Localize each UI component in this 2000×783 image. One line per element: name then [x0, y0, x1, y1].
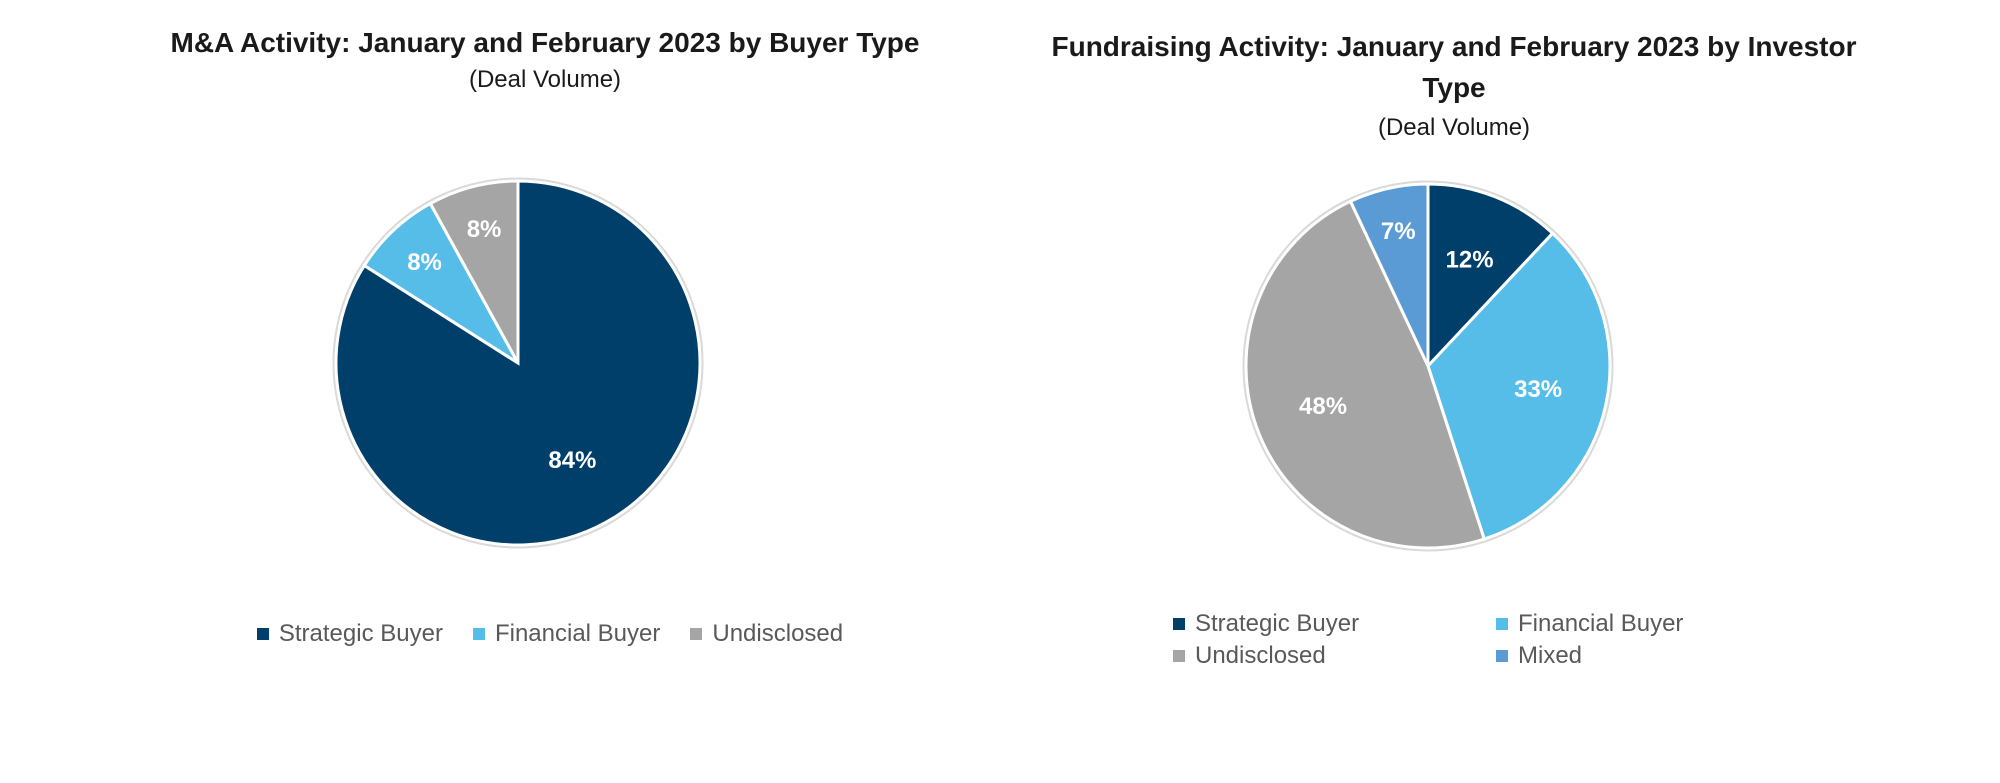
- legend-label: Mixed: [1518, 642, 1583, 669]
- data-label: 48%: [1299, 393, 1347, 420]
- chart: Fundraising Activity: January and Februa…: [954, 0, 1954, 783]
- data-label: 7%: [1381, 218, 1416, 245]
- chart-title: M&A Activity: January and February 2023 …: [170, 27, 920, 58]
- pie-outline: [1242, 180, 1614, 552]
- chart-subtitle: (Deal Volume): [1377, 114, 1531, 141]
- pie: 84% 8% 8%: [332, 177, 704, 549]
- legend-marker: [1496, 618, 1508, 630]
- pie-slice: [1426, 182, 1555, 370]
- pie-slice: [362, 201, 520, 365]
- pie-slice: [1244, 199, 1487, 550]
- legend-label: Undisclosed: [712, 620, 844, 647]
- legend-label: Undisclosed: [1195, 642, 1326, 669]
- legend-label: Financial Buyer: [1518, 610, 1684, 637]
- legend-item: Undisclosed: [1173, 642, 1496, 670]
- chart-subtitle: (Deal Volume): [468, 66, 622, 93]
- pie-slice: [1348, 182, 1430, 367]
- legend-marker: [1173, 618, 1185, 630]
- legend-marker: [690, 628, 703, 640]
- pie: 12% 33% 48% 7%: [1242, 180, 1614, 552]
- legend-label: Financial Buyer: [494, 620, 661, 647]
- legend-label: Strategic Buyer: [1195, 610, 1360, 637]
- legend-item: Financial Buyer: [1496, 610, 1819, 638]
- data-label: 33%: [1514, 376, 1562, 403]
- legend-item: Undisclosed: [690, 620, 843, 648]
- data-label: 8%: [407, 249, 442, 276]
- legend-marker: [256, 628, 269, 640]
- legend: Strategic Buyer Financial Buyer Undisclose…: [45, 620, 1045, 648]
- pie-slice: [1426, 231, 1612, 541]
- legend: Strategic Buyer Financial Buyer Undisclose…: [1173, 610, 1819, 670]
- legend-item: Strategic Buyer: [256, 620, 443, 648]
- chart: M&A Activity: January and February 2023 …: [45, 0, 1045, 783]
- legend-item: Mixed: [1496, 642, 1819, 670]
- data-label: 8%: [467, 216, 502, 243]
- legend-marker: [472, 628, 485, 640]
- pie-slice: [428, 179, 520, 364]
- legend-marker: [1496, 650, 1508, 662]
- legend-label: Strategic Buyer: [278, 620, 443, 647]
- legend-item: Financial Buyer: [472, 620, 661, 648]
- legend-item: Strategic Buyer: [1173, 610, 1496, 638]
- data-label: 12%: [1446, 246, 1494, 273]
- legend-marker: [1173, 650, 1185, 662]
- pie-outline: [332, 177, 704, 549]
- chart-title: Fundraising Activity: January and Februa…: [1051, 31, 1857, 103]
- data-label: 84%: [548, 447, 596, 474]
